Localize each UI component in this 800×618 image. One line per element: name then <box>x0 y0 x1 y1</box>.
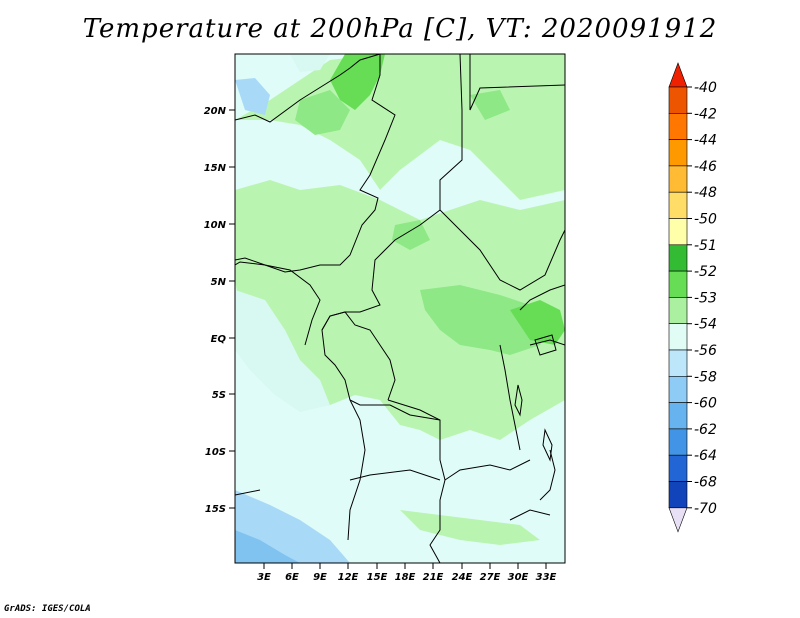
colorbar-label: -50 <box>694 212 717 228</box>
field-green-patch-2 <box>470 90 510 120</box>
field-green-north <box>235 54 565 200</box>
colorbar-label: -58 <box>694 369 717 385</box>
colorbar-box <box>668 165 688 193</box>
colorbar-box <box>668 297 688 324</box>
field-green-mid-north <box>295 90 350 135</box>
colorbar-box <box>668 481 688 509</box>
field-green-central <box>235 180 565 440</box>
colorbar-label: -70 <box>694 501 717 517</box>
lon-label: 30E <box>508 572 529 583</box>
colorbar-labels: -40 -42 -44 -46 -48 -50 -51 -52 -53 -54 -56 -58 -60 -… <box>687 80 717 517</box>
lake-malawi <box>542 428 553 462</box>
colorbar-label: -48 <box>694 185 717 201</box>
colorbar-box <box>668 86 688 114</box>
field-green-mid-east <box>420 285 555 355</box>
field-blue-southwest-dark <box>235 530 300 563</box>
colorbar-label: -54 <box>694 317 717 333</box>
field-green-dark-east <box>510 300 565 345</box>
lon-label: 18E <box>395 572 416 583</box>
lon-label: 33E <box>536 572 557 583</box>
country-borders <box>235 54 565 563</box>
lake-victoria <box>534 334 557 356</box>
colorbar-label: -46 <box>694 159 717 175</box>
colorbar-label: -44 <box>694 133 717 149</box>
colorbar-box <box>668 270 688 298</box>
lat-label: 10S <box>205 447 226 458</box>
colorbar-label: -68 <box>694 475 717 491</box>
colorbar-label: -64 <box>694 448 717 464</box>
field-green-dark-north <box>330 54 385 110</box>
lat-label: 10N <box>204 220 227 231</box>
colorbar-box <box>668 218 688 246</box>
colorbar-label: -56 <box>694 343 717 359</box>
colorbar-box <box>668 349 688 377</box>
lat-label: 5N <box>211 277 227 288</box>
field-blue-northwest <box>235 78 270 115</box>
colorbar-box <box>668 139 688 167</box>
colorbar-label: -40 <box>694 80 717 96</box>
colorbar-box <box>668 402 688 430</box>
colorbar-box <box>668 454 688 482</box>
lon-label: 21E <box>423 572 444 583</box>
colorbar-bottom-arrow <box>668 507 688 533</box>
lat-label: EQ <box>211 334 227 345</box>
colorbar-label: -53 <box>694 290 717 306</box>
map-title: Temperature at 200hPa [C], VT: 202009191… <box>82 14 718 44</box>
lat-label: 15S <box>205 504 226 515</box>
field-green-south <box>400 510 540 545</box>
colorbar-label: -60 <box>694 396 717 412</box>
lat-label: 5S <box>212 390 226 401</box>
colorbar-box <box>668 113 688 140</box>
lakes <box>514 334 557 462</box>
lon-label: 3E <box>257 572 271 583</box>
lon-label: 27E <box>480 572 501 583</box>
field-cyan-west <box>235 290 330 412</box>
colorbar-label: -52 <box>694 264 717 280</box>
lake-tanganyika <box>514 384 523 417</box>
temperature-field <box>235 54 565 563</box>
colorbar-box <box>668 244 688 272</box>
colorbar: -40 -42 -44 -46 -48 -50 -51 -52 -53 -54 -56 -58 -60 -… <box>668 62 717 533</box>
lon-label: 9E <box>313 572 327 583</box>
colorbar-boxes <box>668 62 688 533</box>
colorbar-label: -62 <box>694 422 717 438</box>
lon-label: 12E <box>338 572 359 583</box>
longitude-axis: 3E 6E 9E 12E 15E 18E 21E 24E 27E 30E 33E <box>257 563 557 583</box>
colorbar-label: -51 <box>694 238 717 254</box>
credit-text: GrADS: IGES/COLA <box>4 604 91 614</box>
colorbar-box <box>668 428 688 456</box>
colorbar-box <box>668 375 688 403</box>
lat-label: 15N <box>204 163 227 174</box>
lat-label: 20N <box>204 106 227 117</box>
field-green-patch-1 <box>392 220 430 250</box>
colorbar-label: -42 <box>694 106 717 122</box>
lon-label: 24E <box>452 572 473 583</box>
lon-label: 15E <box>367 572 388 583</box>
colorbar-top-arrow <box>668 62 688 88</box>
lon-label: 6E <box>285 572 299 583</box>
colorbar-box <box>668 323 688 351</box>
field-cyan-north <box>290 54 330 72</box>
latitude-axis: 20N 15N 10N 5N EQ 5S 10S 15S <box>204 106 235 515</box>
colorbar-box <box>668 191 688 219</box>
plot-frame <box>234 53 566 564</box>
